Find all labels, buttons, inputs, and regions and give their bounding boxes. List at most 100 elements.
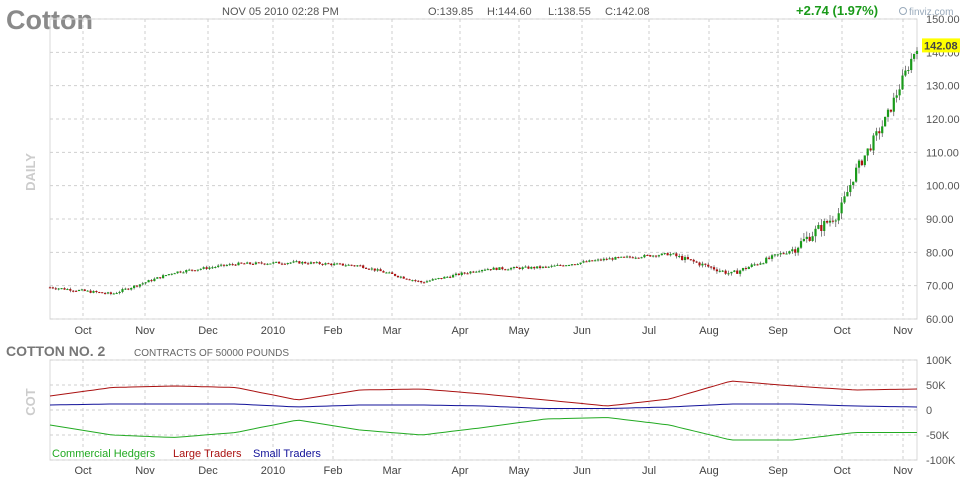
price-x-ticks: Oct Nov Dec 2010 Feb Mar Apr May Jun Jul Aug Sep Oct… — [74, 325, 913, 337]
candle-body — [333, 263, 336, 266]
candle-body — [628, 256, 632, 258]
candle-body — [396, 275, 400, 278]
price-x-tick: Jun — [573, 325, 591, 337]
candle-body — [231, 264, 234, 266]
candle-body — [881, 126, 884, 134]
candle-body — [518, 267, 521, 270]
candle-body — [698, 262, 701, 266]
candle-body — [362, 265, 365, 268]
candle-body — [356, 265, 359, 267]
candle-body — [156, 277, 159, 279]
candle-body — [179, 271, 182, 273]
candle-body — [443, 276, 446, 279]
candle-body — [553, 265, 556, 267]
candle-body — [904, 70, 907, 76]
candle-body — [188, 269, 191, 271]
candle-body — [266, 263, 269, 265]
candle-body — [770, 255, 774, 259]
candle-body — [611, 258, 614, 260]
candle-body — [298, 261, 301, 264]
candle-body — [683, 257, 687, 261]
small-traders-line — [49, 403, 918, 409]
candle-body — [304, 261, 307, 264]
candle-body — [895, 95, 898, 98]
candle-body — [483, 269, 487, 271]
candle-body — [773, 254, 777, 256]
candle-body — [237, 262, 240, 266]
candle-body — [315, 262, 318, 264]
candle-body — [289, 262, 292, 264]
candle-body — [907, 70, 910, 72]
price-plot-frame — [49, 18, 918, 320]
candle-body — [689, 259, 692, 261]
large-traders-line — [49, 380, 918, 407]
candle-body — [594, 260, 597, 262]
cot-y-tick: 0 — [926, 405, 932, 417]
candle-body — [643, 254, 646, 258]
candle-body — [820, 225, 823, 232]
price-y-tick: 110.00 — [926, 147, 959, 159]
candle-body — [898, 89, 901, 96]
candle-body — [570, 264, 574, 266]
candle-body — [454, 273, 458, 276]
candle-body — [672, 253, 675, 255]
candle-body — [243, 263, 246, 265]
candle-body — [472, 271, 475, 273]
candle-body — [556, 264, 559, 266]
candle-body — [704, 263, 707, 265]
symbol-title: Cotton — [6, 5, 93, 35]
candle-body — [582, 261, 585, 263]
candle-body — [797, 247, 800, 253]
price-candles — [48, 47, 919, 296]
cot-y-tick: 50K — [926, 380, 946, 392]
cot-legend: Commercial Hedgers Large Traders Small Tra… — [52, 448, 321, 460]
candle-body — [280, 263, 284, 265]
candle-body — [524, 266, 527, 268]
candle-body — [608, 258, 611, 260]
candle-body — [460, 272, 463, 276]
candle-body — [478, 271, 481, 273]
candle-body — [449, 276, 452, 278]
candle-body — [866, 148, 869, 156]
candle-body — [834, 220, 837, 222]
candle-body — [60, 288, 63, 290]
candle-body — [182, 272, 185, 274]
candle-body — [701, 263, 704, 266]
candle-body — [889, 109, 893, 112]
candle-body — [846, 192, 849, 197]
candle-body — [562, 265, 565, 267]
candle-body — [77, 289, 81, 291]
candle-body — [463, 272, 466, 274]
candle-body — [768, 257, 771, 259]
candle-body — [869, 148, 872, 151]
candle-body — [321, 263, 324, 265]
candle-body — [863, 155, 866, 166]
candle-body — [57, 288, 60, 290]
candle-body — [260, 262, 263, 264]
candle-body — [379, 269, 382, 272]
candle-body — [640, 257, 643, 259]
candle-body — [147, 280, 150, 283]
candle-body — [666, 253, 669, 256]
brand-logo[interactable]: finviz.com — [899, 7, 954, 18]
candle-body — [646, 254, 649, 256]
candle-body — [359, 265, 362, 267]
commercial-hedgers-line — [49, 417, 917, 441]
candle-body — [776, 254, 779, 256]
candle-body — [306, 263, 310, 265]
candle-body — [391, 272, 394, 274]
brand-label: finviz.com — [909, 7, 953, 18]
candle-body — [422, 282, 426, 284]
candle-body — [855, 167, 858, 182]
open-value: O:139.85 — [428, 6, 473, 18]
candle-body — [257, 262, 260, 264]
candle-body — [794, 249, 797, 253]
candle-body — [509, 268, 513, 270]
candle-body — [707, 264, 710, 267]
candle-body — [466, 273, 469, 275]
cot-x-tick: Oct — [833, 465, 850, 477]
candle-body — [637, 257, 640, 259]
price-y-tick: 120.00 — [926, 114, 960, 126]
price-x-tick: Oct — [833, 325, 850, 337]
